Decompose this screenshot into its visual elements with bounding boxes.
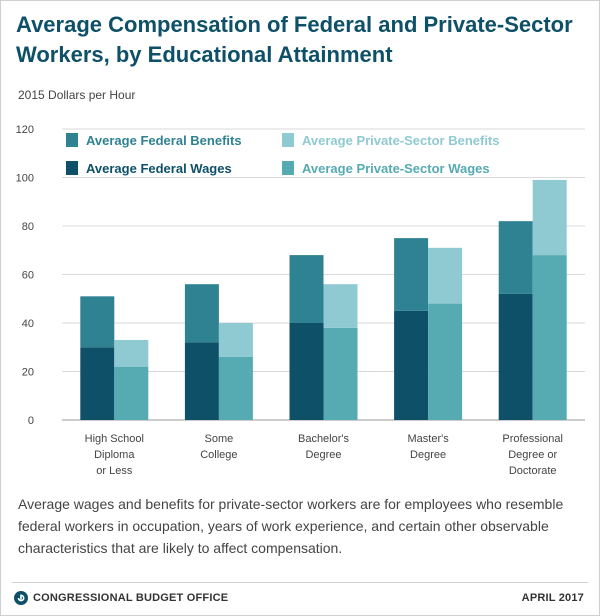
footer-organization: CONGRESSIONAL BUDGET OFFICE	[33, 592, 229, 604]
bar-segment	[80, 296, 115, 348]
footer-date: APRIL 2017	[521, 592, 584, 604]
bar-segment	[323, 327, 358, 420]
bar-segment	[394, 310, 429, 420]
bar-segment	[532, 255, 567, 420]
y-tick-label: 40	[22, 318, 34, 330]
legend-swatch	[66, 133, 78, 147]
bar-segment	[114, 366, 149, 420]
x-category-label: Professional	[502, 433, 563, 445]
bar-segment	[532, 179, 567, 256]
x-category-label: Doctorate	[509, 465, 557, 477]
stacked-bar-chart: 0 20 40 60 80 100 120 High School Diploma or Less…	[16, 124, 585, 477]
legend-swatch	[66, 161, 78, 175]
bar-segment	[428, 247, 463, 304]
bar-segment	[394, 238, 429, 311]
x-category-label: College	[200, 449, 237, 461]
x-category-label: Some	[205, 433, 234, 445]
bar-segment	[218, 356, 253, 420]
x-category-label: Degree	[305, 449, 341, 461]
bar-segment	[498, 221, 533, 294]
y-axis-unit-label: 2015 Dollars per Hour	[18, 88, 136, 102]
bar-segment	[80, 347, 115, 420]
x-category-label: Master's	[407, 433, 449, 445]
bar-segment	[218, 323, 253, 357]
y-tick-label: 120	[16, 124, 34, 136]
bar-segment	[184, 284, 219, 343]
y-tick-label: 100	[16, 173, 34, 185]
legend-label: Average Federal Wages	[86, 161, 232, 176]
y-tick-label: 60	[22, 270, 34, 282]
footer-divider	[12, 582, 588, 583]
chart-title: Average Compensation of Federal and Priv…	[16, 12, 573, 67]
x-category-label: High School	[85, 433, 144, 445]
y-tick-label: 0	[28, 415, 34, 427]
x-category-label: Degree or	[508, 449, 557, 461]
bar-segment	[289, 323, 324, 420]
bar-segment	[184, 342, 219, 420]
bar-segment	[114, 339, 149, 367]
chart-caption: Average wages and benefits for private-s…	[18, 496, 564, 556]
legend-swatch	[282, 133, 294, 147]
bar-segment	[323, 284, 358, 328]
legend-label: Average Federal Benefits	[86, 133, 242, 148]
y-tick-label: 80	[22, 221, 34, 233]
x-category-label: Bachelor's	[298, 433, 350, 445]
bar-segment	[428, 303, 463, 420]
bar-segment	[498, 293, 533, 420]
legend-label: Average Private-Sector Benefits	[302, 133, 500, 148]
x-category-label: Diploma	[94, 449, 135, 461]
legend-label: Average Private-Sector Wages	[302, 161, 490, 176]
legend-swatch	[282, 161, 294, 175]
x-category-label: Degree	[410, 449, 446, 461]
bar-segment	[289, 255, 324, 323]
x-category-label: or Less	[96, 465, 133, 477]
cbo-logo-icon	[14, 591, 28, 605]
y-tick-label: 20	[22, 367, 34, 379]
